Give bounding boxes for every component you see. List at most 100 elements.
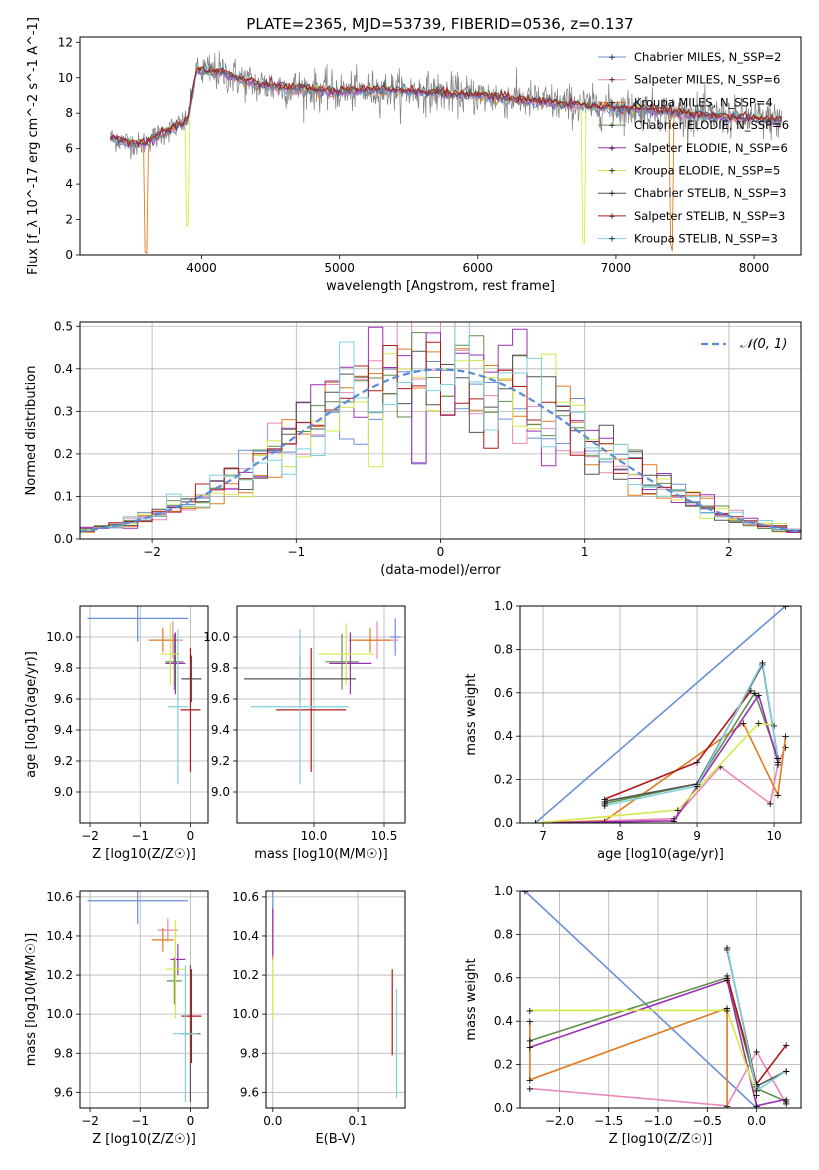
y-tick-label: 9.4 (211, 723, 230, 737)
y-tick-label: 0.8 (494, 927, 513, 941)
weight-marker: + (782, 1099, 790, 1110)
y-tick-label: 9.4 (54, 723, 73, 737)
y-tick-label: 1.0 (494, 599, 513, 613)
weight-marker: + (531, 819, 539, 830)
plot-area-age-vs-mass (244, 618, 401, 785)
y-tick-label: 10.2 (46, 968, 73, 982)
y-tick-label: 4 (65, 177, 73, 191)
weight-marker: + (774, 753, 782, 764)
x-tick-label: −1 (287, 545, 305, 559)
weight-marker: + (531, 819, 539, 830)
plot-area-weight-vs-age: ++++++++++++++++++++++++++++++++++++ (531, 602, 790, 830)
spectrum-model-0 (110, 65, 783, 149)
y-tick-label: 0.6 (494, 971, 513, 985)
x-tick-label: 7000 (601, 261, 632, 275)
weight-line-7 (604, 690, 752, 800)
weight-marker: + (782, 1067, 790, 1078)
y-tick-label: 0.4 (494, 729, 513, 743)
x-tick-label: −2 (143, 545, 161, 559)
y-tick-label: 0.2 (54, 447, 73, 461)
legend-label: Kroupa MILES, N_SSP=4 (634, 95, 773, 109)
weight-marker: + (723, 1004, 731, 1015)
chart-weight-vs-Z: ++++++++++++++++++++++++++++++−2.0 −1.5 −1… (464, 884, 802, 1147)
weight-marker: + (600, 816, 608, 827)
y-tick-label: 0.4 (494, 1014, 513, 1028)
y-tick-label: 0.1 (54, 489, 73, 503)
x-tick-label: 10.0 (301, 829, 328, 843)
weight-line-1 (535, 746, 787, 823)
weight-marker: + (758, 658, 766, 669)
spectrum-model-7 (110, 66, 783, 148)
normal-curve (80, 368, 801, 533)
weight-marker: + (723, 1104, 731, 1115)
weight-marker: + (752, 1047, 760, 1058)
y-tick-label: 10.4 (232, 929, 259, 943)
weight-line-5 (529, 1009, 758, 1096)
y-tick-label: 0.3 (54, 404, 73, 418)
weight-marker: + (781, 602, 789, 613)
figure-title: PLATE=2365, MJD=53739, FIBERID=0536, z=0… (246, 15, 633, 33)
weight-marker: + (531, 819, 539, 830)
legend-label: Kroupa STELIB, N_SSP=3 (634, 232, 778, 246)
legend-marker: + (608, 76, 616, 86)
x-tick-label: 1 (581, 545, 589, 559)
y-tick-label: 0 (65, 248, 73, 262)
x-tick-label: 0 (187, 829, 195, 843)
x-tick-label: 2 (725, 545, 733, 559)
weight-line-1 (529, 1049, 787, 1107)
y-tick-label: 0.8 (494, 642, 513, 656)
weight-marker: + (752, 1090, 760, 1101)
weight-marker: + (723, 971, 731, 982)
plot-area-age-vs-Z (87, 606, 202, 785)
x-tick-label: 9 (693, 829, 701, 843)
y-tick-label: 9.0 (54, 785, 73, 799)
weight-marker: + (752, 1086, 760, 1097)
y-tick-label: 0.2 (494, 1058, 513, 1072)
x-tick-label: −1 (131, 829, 149, 843)
weight-marker: + (526, 1017, 534, 1028)
axes-frame (79, 890, 209, 1109)
weight-marker: + (600, 801, 608, 812)
legend-label: Chabrier ELODIE, N_SSP=6 (634, 118, 789, 132)
y-tick-label: 0.5 (54, 319, 73, 333)
weight-line-7 (726, 975, 787, 1086)
legend-marker: + (608, 144, 616, 154)
y-axis-label: age [log10(age/yr)] (24, 651, 39, 778)
x-tick-label: 0 (437, 545, 445, 559)
weight-marker: + (774, 790, 782, 801)
weight-marker: + (752, 1080, 760, 1091)
weight-line-3 (529, 976, 787, 1103)
y-tick-label: 9.6 (211, 692, 230, 706)
y-tick-label: 9.8 (211, 661, 230, 675)
weight-marker: + (526, 1043, 534, 1054)
x-axis-label: age [log10(age/yr)] (597, 847, 724, 862)
y-tick-label: 9.2 (54, 754, 73, 768)
chart-spectrum: 4000 5000 6000 7000 8000 0 2 4 6 8 10 12 wavelength … (26, 17, 802, 294)
weight-marker: + (781, 732, 789, 743)
weight-line-0 (524, 891, 758, 1108)
legend-marker: + (608, 98, 616, 108)
weight-marker: + (723, 943, 731, 954)
y-tick-label: 10.4 (46, 929, 73, 943)
x-tick-label: −1.5 (594, 1114, 623, 1128)
x-tick-label: 4000 (186, 261, 217, 275)
x-tick-label: 0 (187, 1114, 195, 1128)
y-tick-label: 9.6 (54, 1085, 73, 1099)
weight-marker: + (774, 760, 782, 771)
legend-label: 𝒩(0, 1) (740, 337, 787, 352)
weight-line-3 (604, 690, 779, 805)
chart-mass-vs-Z: −2 −1 0 9.6 9.8 10.0 10.2 10.4 10.6 Z [log10(Z/Z☉… (24, 890, 209, 1147)
x-tick-label: −0.5 (693, 1114, 722, 1128)
x-tick-label: −2.0 (545, 1114, 574, 1128)
y-tick-label: 1.0 (494, 884, 513, 898)
weight-marker: + (723, 973, 731, 984)
weight-line-8 (726, 947, 787, 1092)
legend-label: Salpeter ELODIE, N_SSP=6 (634, 141, 788, 155)
y-tick-label: 10.0 (46, 630, 73, 644)
weight-marker: + (693, 758, 701, 769)
axes-frame (236, 605, 406, 824)
weight-marker: + (723, 1006, 731, 1017)
spectrum-legend: + Chabrier MILES, N_SSP=2 + Salpeter MILES,… (598, 50, 789, 246)
plot-area-spectrum (110, 51, 783, 255)
weight-marker: + (526, 1084, 534, 1095)
